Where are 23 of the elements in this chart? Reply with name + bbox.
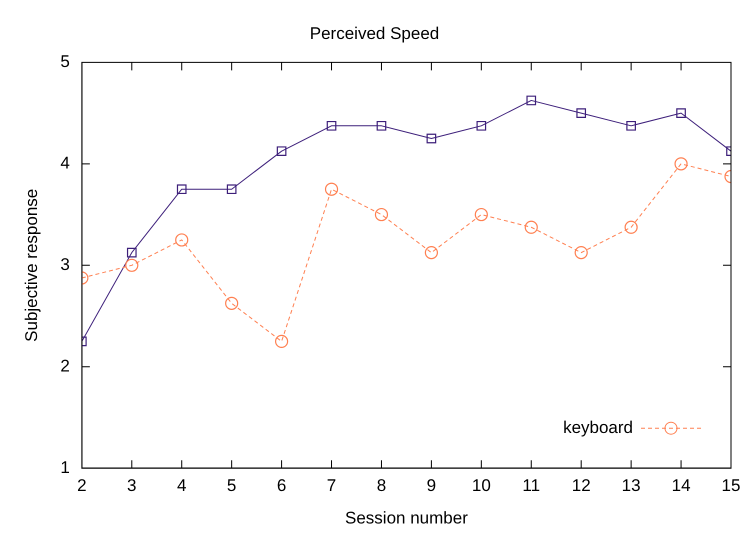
y-tick-label: 5 xyxy=(60,52,70,72)
x-tick-label: 5 xyxy=(226,476,236,496)
x-tick-label: 6 xyxy=(276,476,286,496)
x-tick-label: 15 xyxy=(722,476,740,496)
x-tick-label: 13 xyxy=(622,476,641,496)
x-tick-label: 3 xyxy=(127,476,137,496)
x-axis-title: Session number xyxy=(345,508,468,528)
y-tick-label: 3 xyxy=(60,254,70,274)
x-tick-label: 9 xyxy=(426,476,436,496)
x-tick-label: 7 xyxy=(326,476,336,496)
y-tick-label: 1 xyxy=(60,458,70,477)
x-tick-label: 10 xyxy=(472,476,491,496)
y-axis-title: Subjective response xyxy=(22,188,41,342)
y-tick-label: 2 xyxy=(60,356,70,376)
x-tick-label: 14 xyxy=(672,476,691,496)
legend-label: keyboard xyxy=(563,418,633,437)
x-tick-label: 11 xyxy=(522,476,540,496)
x-tick-label: 4 xyxy=(176,476,186,496)
x-tick-label: 12 xyxy=(572,476,591,496)
chart-title: Perceived Speed xyxy=(310,24,440,43)
y-tick-label: 4 xyxy=(60,154,70,173)
x-tick-label: 2 xyxy=(77,476,87,496)
x-tick-label: 8 xyxy=(376,476,386,496)
